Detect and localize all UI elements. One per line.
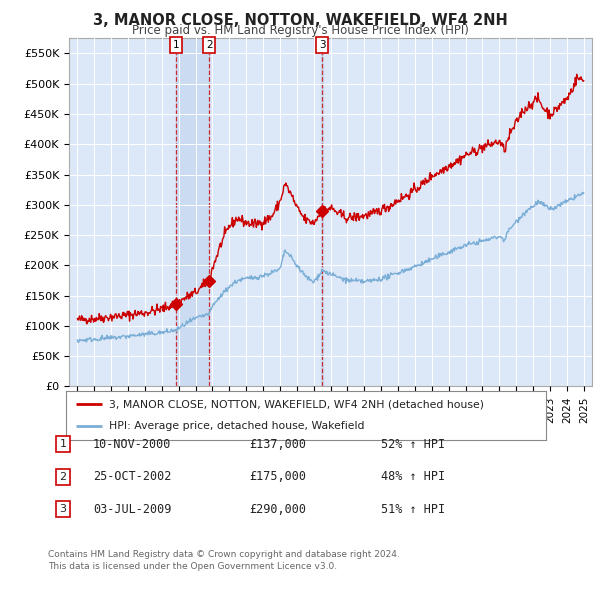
Text: 3, MANOR CLOSE, NOTTON, WAKEFIELD, WF4 2NH (detached house): 3, MANOR CLOSE, NOTTON, WAKEFIELD, WF4 2… [109, 399, 484, 409]
Text: HPI: Average price, detached house, Wakefield: HPI: Average price, detached house, Wake… [109, 421, 365, 431]
Text: 48% ↑ HPI: 48% ↑ HPI [381, 470, 445, 483]
Text: 03-JUL-2009: 03-JUL-2009 [93, 503, 172, 516]
Text: 52% ↑ HPI: 52% ↑ HPI [381, 438, 445, 451]
Text: 10-NOV-2000: 10-NOV-2000 [93, 438, 172, 451]
Bar [176, 38, 209, 386]
Text: 3: 3 [59, 504, 67, 514]
Text: 3, MANOR CLOSE, NOTTON, WAKEFIELD, WF4 2NH: 3, MANOR CLOSE, NOTTON, WAKEFIELD, WF4 2… [92, 13, 508, 28]
Text: £137,000: £137,000 [249, 438, 306, 451]
Bar [322, 38, 323, 386]
Text: £290,000: £290,000 [249, 503, 306, 516]
Text: 1: 1 [173, 40, 179, 50]
Text: This data is licensed under the Open Government Licence v3.0.: This data is licensed under the Open Gov… [48, 562, 337, 571]
Text: £175,000: £175,000 [249, 470, 306, 483]
Text: 2: 2 [59, 472, 67, 481]
Text: 1: 1 [59, 440, 67, 449]
Text: 3: 3 [319, 40, 325, 50]
Text: Contains HM Land Registry data © Crown copyright and database right 2024.: Contains HM Land Registry data © Crown c… [48, 550, 400, 559]
Text: Price paid vs. HM Land Registry's House Price Index (HPI): Price paid vs. HM Land Registry's House … [131, 24, 469, 37]
Text: 2: 2 [206, 40, 212, 50]
Text: 51% ↑ HPI: 51% ↑ HPI [381, 503, 445, 516]
Text: 25-OCT-2002: 25-OCT-2002 [93, 470, 172, 483]
